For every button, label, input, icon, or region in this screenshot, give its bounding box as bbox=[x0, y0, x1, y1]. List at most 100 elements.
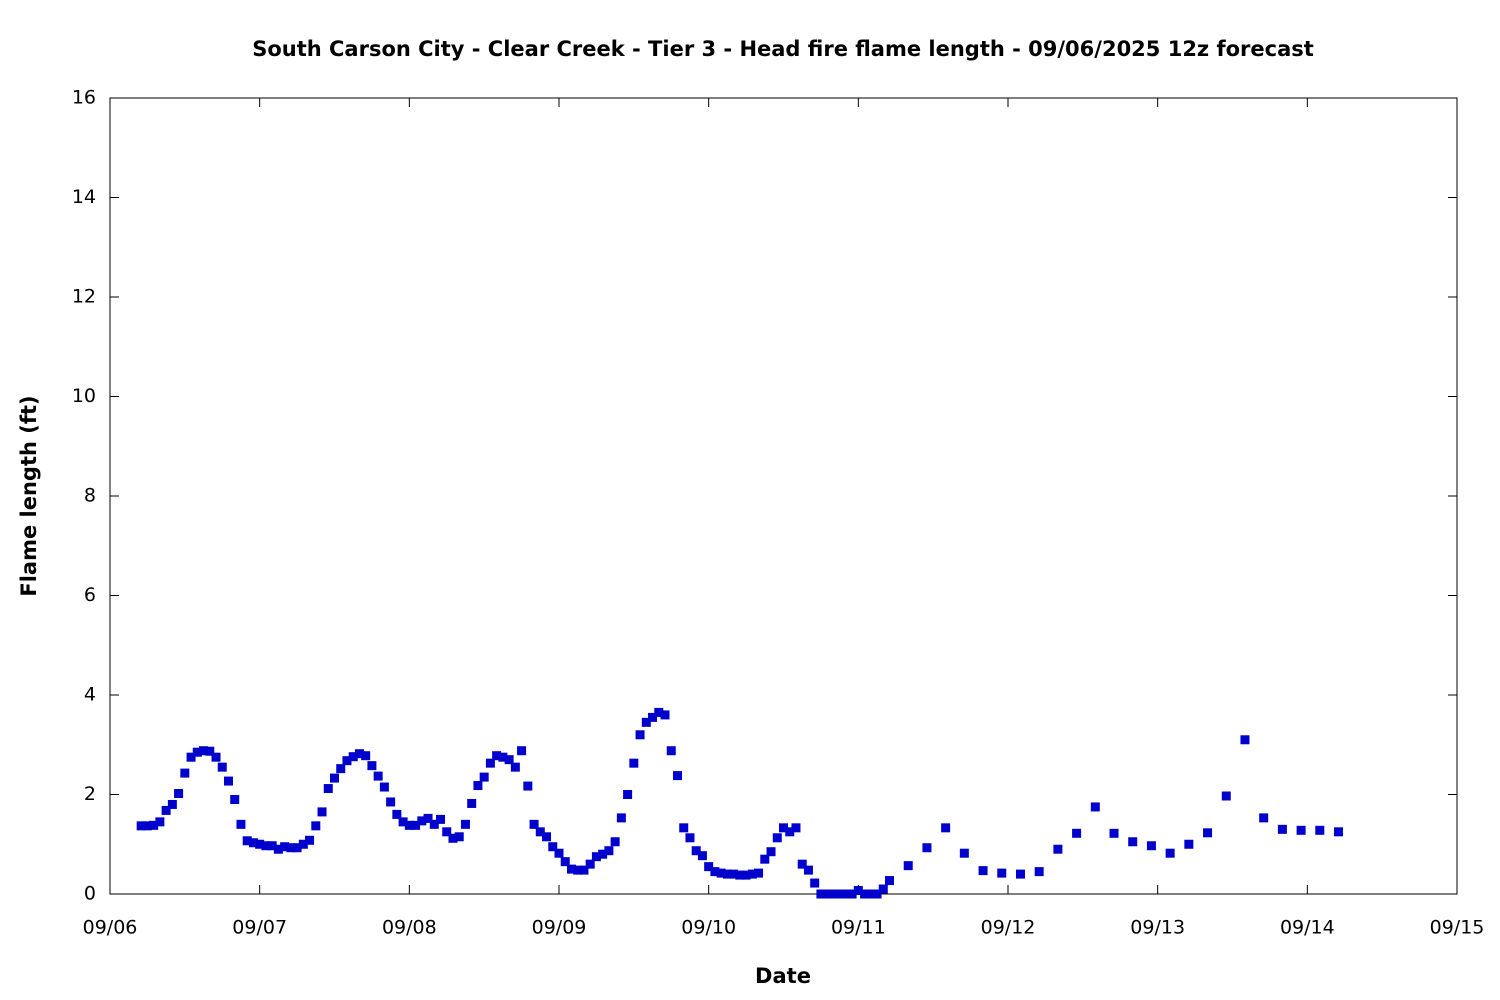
point bbox=[660, 710, 670, 720]
point bbox=[941, 823, 951, 833]
point bbox=[155, 817, 165, 827]
point bbox=[429, 819, 439, 829]
point bbox=[847, 889, 857, 899]
point bbox=[591, 852, 601, 862]
point bbox=[542, 832, 552, 842]
point bbox=[1203, 828, 1213, 838]
point bbox=[354, 749, 364, 759]
point bbox=[741, 870, 751, 880]
point bbox=[766, 847, 776, 857]
point bbox=[585, 859, 595, 869]
point bbox=[747, 869, 757, 879]
y-tick-label: 12 bbox=[72, 286, 96, 308]
point bbox=[242, 836, 252, 846]
point bbox=[323, 784, 333, 794]
point bbox=[797, 859, 807, 869]
y-tick-label: 2 bbox=[84, 783, 96, 805]
point bbox=[554, 848, 564, 858]
y-tick-label: 16 bbox=[72, 87, 96, 109]
x-axis-label: Date bbox=[755, 964, 811, 988]
point bbox=[523, 781, 533, 791]
point bbox=[835, 889, 845, 899]
point bbox=[754, 868, 764, 878]
y-tick-label: 4 bbox=[84, 684, 96, 706]
point bbox=[760, 854, 770, 864]
point bbox=[791, 823, 801, 833]
point bbox=[704, 862, 714, 872]
point bbox=[448, 833, 458, 843]
point bbox=[666, 746, 676, 756]
point bbox=[1053, 844, 1063, 854]
point bbox=[710, 867, 720, 877]
point bbox=[174, 789, 184, 799]
y-tick-label: 10 bbox=[72, 385, 96, 407]
y-tick-label: 6 bbox=[84, 584, 96, 606]
point bbox=[417, 816, 427, 826]
point bbox=[598, 849, 608, 859]
point bbox=[579, 865, 589, 875]
point bbox=[1315, 825, 1325, 835]
x-tick-label: 09/13 bbox=[1130, 917, 1185, 939]
point bbox=[810, 878, 820, 888]
point bbox=[330, 773, 339, 783]
point bbox=[286, 843, 296, 853]
point bbox=[504, 755, 514, 765]
point bbox=[772, 833, 782, 843]
y-tick-label: 0 bbox=[84, 883, 96, 905]
point bbox=[654, 707, 664, 717]
point bbox=[1146, 841, 1156, 851]
point bbox=[1090, 802, 1100, 812]
point bbox=[1259, 813, 1269, 823]
point bbox=[261, 841, 271, 851]
point bbox=[1296, 825, 1306, 835]
x-tick-label: 09/14 bbox=[1280, 917, 1335, 939]
point bbox=[473, 781, 483, 791]
point bbox=[878, 884, 888, 894]
point bbox=[342, 756, 352, 766]
point bbox=[348, 752, 358, 762]
point bbox=[779, 823, 788, 833]
point bbox=[1109, 828, 1119, 838]
point bbox=[142, 821, 152, 831]
x-tick-label: 09/09 bbox=[532, 917, 587, 939]
point bbox=[280, 842, 290, 852]
point bbox=[629, 758, 639, 768]
point bbox=[292, 843, 302, 853]
point bbox=[529, 819, 539, 829]
point bbox=[392, 809, 402, 819]
point bbox=[535, 827, 545, 837]
point bbox=[1015, 869, 1025, 879]
point bbox=[685, 833, 695, 843]
point bbox=[853, 886, 863, 896]
point bbox=[866, 889, 876, 899]
point bbox=[255, 839, 265, 849]
chart-title: South Carson City - Clear Creek - Tier 3… bbox=[252, 37, 1314, 61]
point bbox=[1240, 735, 1250, 745]
point bbox=[610, 837, 620, 847]
point bbox=[205, 746, 215, 756]
x-tick-label: 09/06 bbox=[83, 917, 138, 939]
point bbox=[454, 832, 464, 842]
point bbox=[236, 819, 246, 829]
point bbox=[841, 889, 851, 899]
point bbox=[136, 821, 146, 831]
point bbox=[729, 869, 739, 879]
point bbox=[404, 820, 414, 830]
point bbox=[423, 813, 433, 823]
point bbox=[498, 752, 508, 762]
point bbox=[722, 869, 732, 879]
point bbox=[641, 717, 651, 727]
point bbox=[436, 814, 446, 824]
point bbox=[691, 846, 701, 856]
point bbox=[230, 794, 240, 804]
point bbox=[517, 746, 527, 756]
point bbox=[822, 889, 832, 899]
point bbox=[959, 848, 969, 858]
point bbox=[1072, 828, 1082, 838]
point bbox=[149, 820, 159, 830]
point bbox=[816, 889, 826, 899]
point bbox=[679, 823, 689, 833]
point bbox=[872, 889, 882, 899]
point bbox=[273, 844, 283, 854]
point bbox=[903, 861, 913, 871]
